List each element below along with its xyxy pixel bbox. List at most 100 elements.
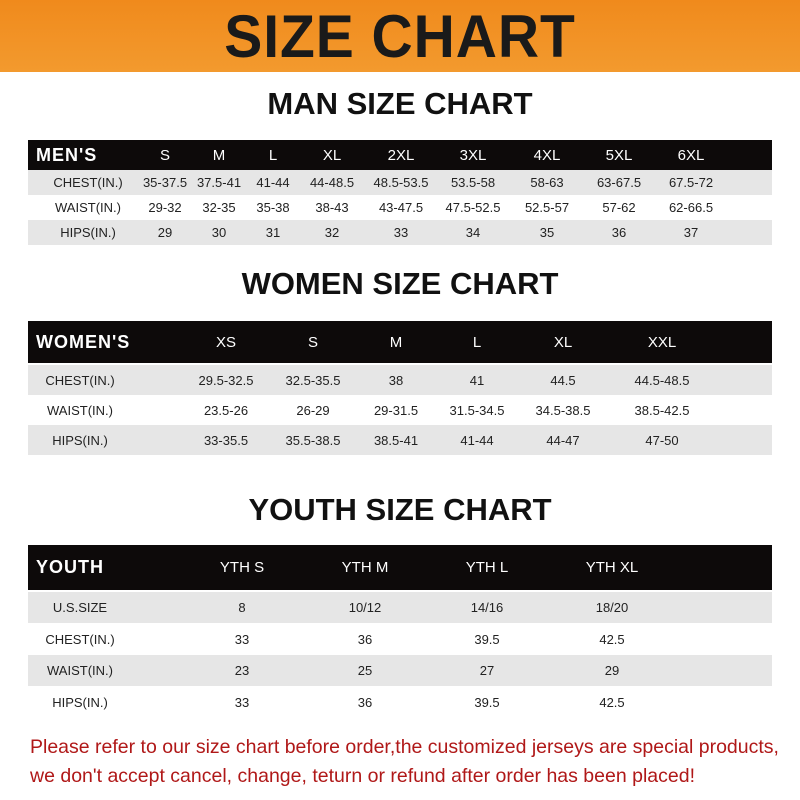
row-label: HIPS(IN.) — [52, 695, 108, 710]
notice-line-1: Please refer to our size chart before or… — [30, 736, 779, 758]
table-header-row: YOUTH YTH S YTH M YTH L YTH XL — [28, 545, 772, 590]
table-cell: 29.5-32.5 — [198, 372, 254, 388]
size-header: L — [268, 146, 278, 164]
table-cell: 44.5 — [550, 372, 576, 388]
table-name: MEN'S — [36, 144, 98, 165]
table-cell: 18/20 — [595, 600, 629, 615]
table-cell: 30 — [211, 225, 227, 240]
table-row: WAIST(IN.) 23 25 27 29 — [28, 655, 772, 686]
table-cell: 37 — [683, 225, 699, 240]
size-header: YTH M — [341, 559, 389, 576]
table-header-row: MEN'S S M L XL 2XL 3XL 4XL 5XL 6XL — [28, 140, 772, 170]
size-header: 2XL — [387, 146, 415, 164]
size-header: 3XL — [459, 146, 487, 164]
table-cell: 43-47.5 — [378, 200, 424, 215]
size-header: XL — [322, 146, 342, 164]
table-cell: 26-29 — [296, 402, 330, 418]
table-cell: 37.5-41 — [196, 175, 242, 190]
table-cell: 32 — [324, 225, 340, 240]
size-header: L — [472, 333, 482, 351]
size-header: 5XL — [605, 146, 633, 164]
row-label: WAIST(IN.) — [47, 402, 113, 418]
table-cell: 41-44 — [256, 175, 290, 190]
table-cell: 36 — [611, 225, 627, 240]
table-header-row: WOMEN'S XS S M L XL XXL — [28, 321, 772, 363]
size-header: YTH XL — [585, 559, 639, 576]
table-cell: 33 — [234, 632, 250, 647]
table-row: CHEST(IN.) 33 36 39.5 42.5 — [28, 624, 772, 655]
size-header: S — [159, 146, 171, 164]
table-cell: 27 — [479, 663, 495, 678]
size-header: YTH S — [219, 559, 265, 576]
table-cell: 38.5-41 — [373, 432, 419, 448]
table-cell: 29 — [157, 225, 173, 240]
table-cell: 8 — [238, 600, 246, 615]
table-cell: 33-35.5 — [203, 432, 249, 448]
table-cell: 35-38 — [256, 200, 290, 215]
table-cell: 41 — [469, 372, 485, 388]
table-cell: 67.5-72 — [668, 175, 714, 190]
table-cell: 33 — [393, 225, 409, 240]
row-label: CHEST(IN.) — [45, 632, 115, 647]
table-cell: 41-44 — [460, 432, 494, 448]
table-cell: 42.5 — [599, 632, 625, 647]
table-cell: 47.5-52.5 — [445, 200, 501, 215]
table-cell: 38-43 — [315, 200, 349, 215]
table-row: CHEST(IN.) 35-37.5 37.5-41 41-44 44-48.5 48.5… — [28, 170, 772, 195]
table-cell: 29-32 — [148, 200, 182, 215]
table-cell: 35-37.5 — [142, 175, 188, 190]
table-cell: 25 — [357, 663, 373, 678]
table-cell: 35.5-38.5 — [285, 432, 341, 448]
table-cell: 42.5 — [599, 695, 625, 710]
table-cell: 53.5-58 — [450, 175, 496, 190]
table-cell: 48.5-53.5 — [373, 175, 429, 190]
size-header: S — [307, 333, 319, 351]
table-cell: 58-63 — [530, 175, 564, 190]
table-cell: 39.5 — [474, 632, 500, 647]
table-cell: 33 — [234, 695, 250, 710]
size-header: XL — [553, 333, 573, 351]
size-header: XXL — [647, 333, 677, 351]
table-name: WOMEN'S — [36, 331, 131, 352]
table-cell: 35 — [539, 225, 555, 240]
table-title: MAN SIZE CHART — [267, 86, 533, 121]
row-label: CHEST(IN.) — [53, 175, 123, 190]
table-row: WAIST(IN.) 29-32 32-35 35-38 38-43 43-47.5 47.… — [28, 195, 772, 220]
table-cell: 34 — [465, 225, 481, 240]
table-cell: 14/16 — [470, 600, 504, 615]
row-label: CHEST(IN.) — [45, 372, 115, 388]
table-cell: 31 — [265, 225, 281, 240]
size-chart-banner: SIZE CHART — [0, 0, 800, 72]
table-cell: 32-35 — [202, 200, 236, 215]
table-cell: 23.5-26 — [203, 402, 249, 418]
table-cell: 32.5-35.5 — [285, 372, 341, 388]
size-header: YTH L — [465, 559, 509, 576]
table-cell: 29-31.5 — [373, 402, 419, 418]
size-header: M — [212, 146, 226, 164]
table-row: HIPS(IN.) 33 36 39.5 42.5 — [28, 687, 772, 718]
table-cell: 44-48.5 — [309, 175, 355, 190]
table-cell: 23 — [234, 663, 250, 678]
row-label: HIPS(IN.) — [52, 432, 108, 448]
row-label: HIPS(IN.) — [60, 225, 116, 240]
table-cell: 44-47 — [546, 432, 580, 448]
table-cell: 29 — [604, 663, 620, 678]
notice-line-2: we don't accept cancel, change, teturn o… — [30, 765, 695, 787]
size-header: XS — [215, 333, 237, 351]
table-row: HIPS(IN.) 33-35.5 35.5-38.5 38.5-41 41-44 44-… — [28, 425, 772, 455]
size-header: 4XL — [533, 146, 561, 164]
table-row: HIPS(IN.) 29 30 31 32 33 34 35 36 37 — [28, 220, 772, 245]
table-cell: 36 — [357, 632, 373, 647]
table-cell: 62-66.5 — [668, 200, 714, 215]
table-cell: 34.5-38.5 — [535, 402, 591, 418]
table-row: U.S.SIZE 8 10/12 14/16 18/20 — [28, 592, 772, 623]
table-title: WOMEN SIZE CHART — [241, 266, 559, 301]
table-row: WAIST(IN.) 23.5-26 26-29 29-31.5 31.5-34.5 34… — [28, 395, 772, 425]
table-cell: 44.5-48.5 — [634, 372, 690, 388]
table-cell: 36 — [357, 695, 373, 710]
size-header: M — [389, 333, 403, 351]
table-cell: 47-50 — [645, 432, 679, 448]
table-cell: 52.5-57 — [524, 200, 570, 215]
table-cell: 63-67.5 — [596, 175, 642, 190]
banner-title: SIZE CHART — [224, 2, 576, 70]
